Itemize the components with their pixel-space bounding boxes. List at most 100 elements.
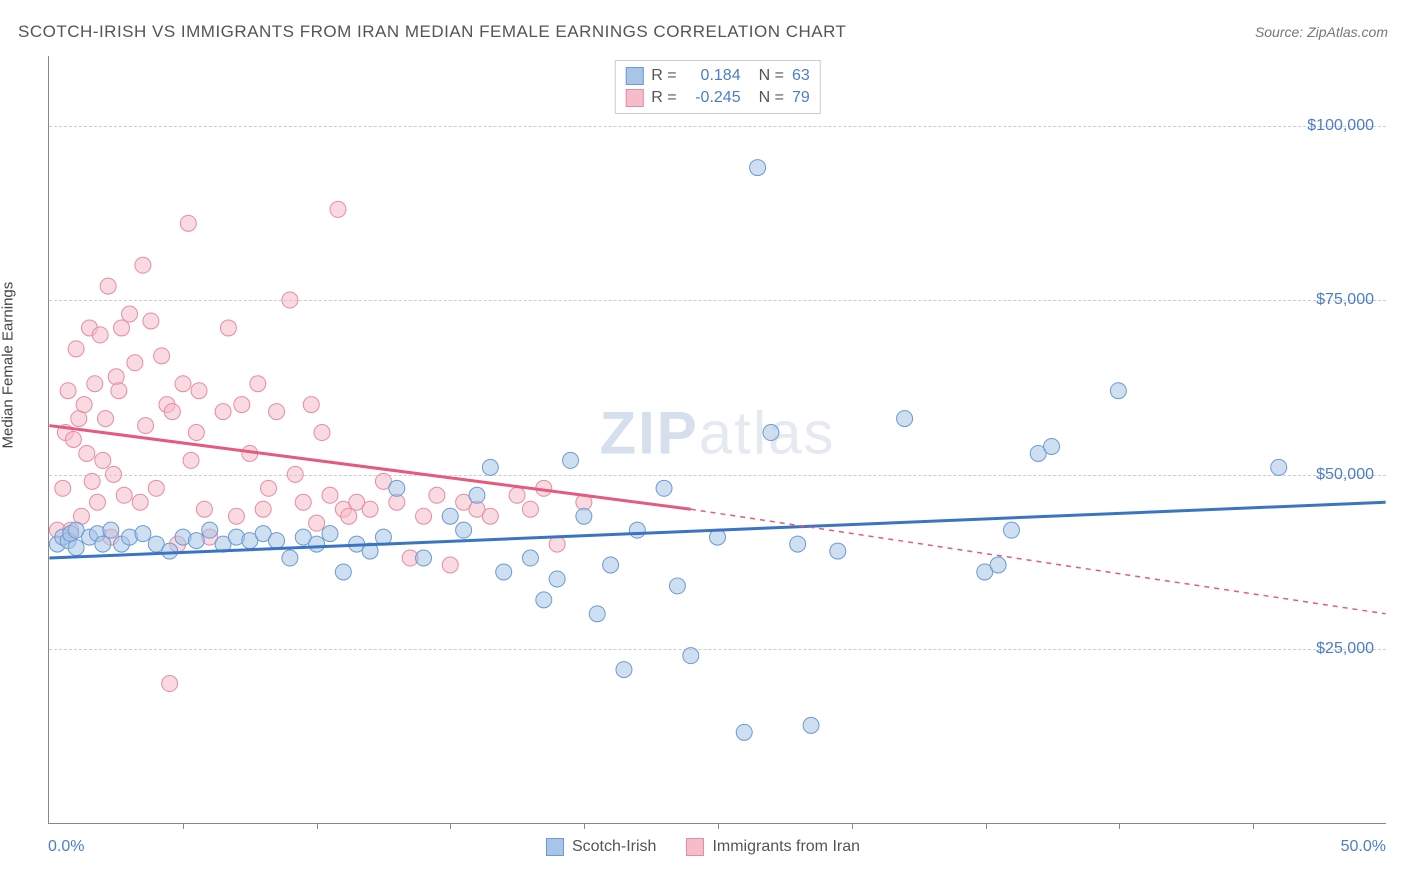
scatter-point bbox=[60, 383, 76, 399]
scatter-point bbox=[830, 543, 846, 559]
scatter-point bbox=[269, 533, 285, 549]
x-axis-min-label: 0.0% bbox=[48, 838, 84, 856]
scatter-point bbox=[341, 508, 357, 524]
r-value-a: 0.184 bbox=[685, 67, 741, 85]
x-tick bbox=[852, 823, 853, 829]
n-value-b: 79 bbox=[792, 89, 810, 107]
scatter-point bbox=[629, 522, 645, 538]
trendline bbox=[49, 502, 1385, 558]
scatter-point bbox=[335, 564, 351, 580]
scatter-point bbox=[1003, 522, 1019, 538]
scatter-point bbox=[132, 494, 148, 510]
scatter-point bbox=[65, 432, 81, 448]
scatter-point bbox=[469, 487, 485, 503]
scatter-point bbox=[362, 501, 378, 517]
chart-container: SCOTCH-IRISH VS IMMIGRANTS FROM IRAN MED… bbox=[0, 0, 1406, 892]
scatter-point bbox=[442, 557, 458, 573]
x-tick bbox=[986, 823, 987, 829]
scatter-point bbox=[442, 508, 458, 524]
scatter-point bbox=[106, 466, 122, 482]
scatter-point bbox=[482, 508, 498, 524]
scatter-point bbox=[162, 543, 178, 559]
scatter-point bbox=[111, 383, 127, 399]
scatter-point bbox=[897, 411, 913, 427]
scatter-point bbox=[228, 508, 244, 524]
scatter-point bbox=[314, 425, 330, 441]
scatter-point bbox=[589, 606, 605, 622]
scatter-point bbox=[143, 313, 159, 329]
scatter-point bbox=[330, 201, 346, 217]
scatter-point bbox=[990, 557, 1006, 573]
chart-svg bbox=[49, 56, 1386, 823]
legend-label-a: Scotch-Irish bbox=[572, 838, 656, 856]
swatch-series-b bbox=[625, 89, 643, 107]
n-label-a: N = bbox=[759, 67, 784, 85]
scatter-point bbox=[138, 418, 154, 434]
scatter-point bbox=[1044, 438, 1060, 454]
x-tick bbox=[317, 823, 318, 829]
scatter-point bbox=[162, 676, 178, 692]
scatter-point bbox=[389, 480, 405, 496]
scatter-point bbox=[180, 215, 196, 231]
plot-area: ZIPatlas $25,000$50,000$75,000$100,000 R… bbox=[48, 56, 1386, 824]
scatter-point bbox=[196, 501, 212, 517]
scatter-point bbox=[76, 397, 92, 413]
scatter-point bbox=[95, 452, 111, 468]
scatter-point bbox=[114, 320, 130, 336]
scatter-point bbox=[220, 320, 236, 336]
scatter-point bbox=[154, 348, 170, 364]
x-tick bbox=[584, 823, 585, 829]
scatter-point bbox=[309, 536, 325, 552]
scatter-point bbox=[92, 327, 108, 343]
scatter-point bbox=[322, 487, 338, 503]
scatter-point bbox=[736, 724, 752, 740]
scatter-point bbox=[309, 515, 325, 531]
scatter-point bbox=[108, 369, 124, 385]
scatter-point bbox=[250, 376, 266, 392]
scatter-point bbox=[303, 397, 319, 413]
legend-swatch-a bbox=[546, 838, 564, 856]
scatter-point bbox=[576, 508, 592, 524]
scatter-point bbox=[84, 473, 100, 489]
scatter-point bbox=[563, 452, 579, 468]
scatter-point bbox=[255, 501, 271, 517]
x-tick bbox=[183, 823, 184, 829]
scatter-point bbox=[496, 564, 512, 580]
scatter-point bbox=[616, 662, 632, 678]
scatter-point bbox=[322, 526, 338, 542]
x-tick bbox=[450, 823, 451, 829]
scatter-point bbox=[127, 355, 143, 371]
r-value-b: -0.245 bbox=[685, 89, 741, 107]
scatter-point bbox=[68, 341, 84, 357]
scatter-point bbox=[482, 459, 498, 475]
trendline bbox=[691, 509, 1386, 614]
scatter-point bbox=[261, 480, 277, 496]
scatter-point bbox=[191, 383, 207, 399]
scatter-point bbox=[790, 536, 806, 552]
bottom-legend: Scotch-Irish Immigrants from Iran bbox=[546, 838, 860, 856]
scatter-point bbox=[95, 536, 111, 552]
scatter-point bbox=[135, 257, 151, 273]
scatter-point bbox=[164, 404, 180, 420]
legend-item-a: Scotch-Irish bbox=[546, 838, 656, 856]
scatter-point bbox=[103, 522, 119, 538]
swatch-series-a bbox=[625, 67, 643, 85]
scatter-point bbox=[89, 494, 105, 510]
scatter-point bbox=[188, 425, 204, 441]
scatter-point bbox=[1271, 459, 1287, 475]
scatter-point bbox=[282, 292, 298, 308]
scatter-point bbox=[522, 550, 538, 566]
scatter-point bbox=[1110, 383, 1126, 399]
scatter-point bbox=[202, 522, 218, 538]
y-axis-label: Median Female Earnings bbox=[0, 282, 17, 449]
scatter-point bbox=[100, 278, 116, 294]
x-tick bbox=[1253, 823, 1254, 829]
scatter-point bbox=[87, 376, 103, 392]
scatter-point bbox=[656, 480, 672, 496]
chart-title: SCOTCH-IRISH VS IMMIGRANTS FROM IRAN MED… bbox=[18, 22, 846, 42]
scatter-point bbox=[215, 404, 231, 420]
correlation-row-b: R = -0.245 N = 79 bbox=[625, 87, 809, 109]
chart-header: SCOTCH-IRISH VS IMMIGRANTS FROM IRAN MED… bbox=[18, 22, 1388, 42]
scatter-point bbox=[603, 557, 619, 573]
scatter-point bbox=[79, 445, 95, 461]
